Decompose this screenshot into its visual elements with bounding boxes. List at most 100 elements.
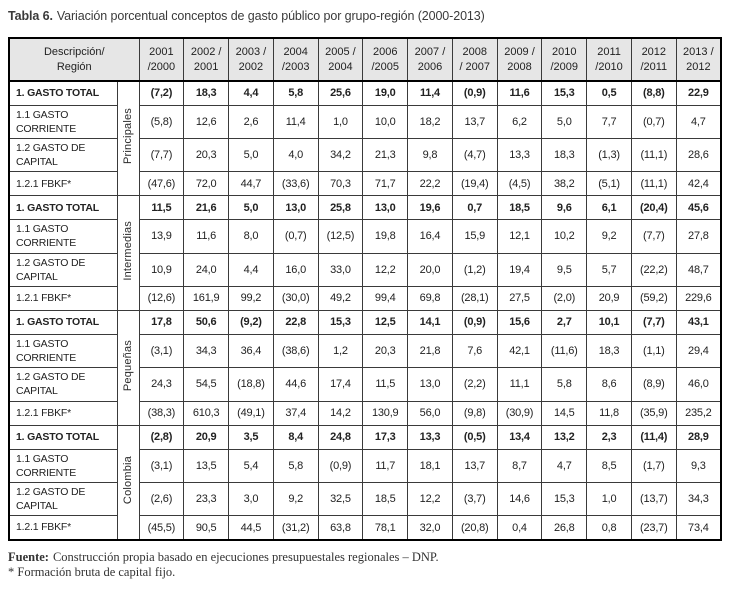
value-cell: 45,6 — [675, 195, 722, 221]
value-cell: 13,0 — [272, 195, 319, 221]
value-cell: 20,0 — [407, 252, 453, 287]
value-cell: (9,8) — [451, 400, 498, 426]
row-label: 1.1 GASTO CORRIENTE — [8, 219, 118, 254]
table-row: 1.2.1 FBKF* (45,5) 90,5 44,5 (31,2) 63,8 78,1 3… — [8, 515, 722, 541]
value-cell: (7,7) — [630, 219, 677, 254]
value-cell: 18,1 — [407, 448, 453, 483]
value-cell: 11,6 — [183, 219, 230, 254]
value-cell: 13,0 — [407, 367, 453, 402]
row-label: 1.2.1 FBKF* — [8, 400, 118, 426]
value-cell: 21,8 — [407, 333, 453, 369]
region-label: Colombia — [122, 455, 134, 504]
value-cell: 78,1 — [362, 515, 409, 541]
value-cell: 17,8 — [138, 309, 185, 335]
value-cell: 19,4 — [496, 252, 543, 287]
value-cell: 7,7 — [586, 104, 632, 139]
value-cell: 14,2 — [317, 400, 364, 426]
row-label: 1.2.1 FBKF* — [8, 285, 118, 311]
value-cell: (0,7) — [630, 104, 677, 139]
value-cell: 9,5 — [541, 252, 588, 287]
value-cell: 10,0 — [362, 104, 409, 139]
region-cell: Colombia — [116, 424, 140, 541]
source-text: Construcción propia basado en ejecucione… — [52, 549, 439, 564]
value-cell: 0,5 — [586, 80, 632, 106]
value-cell: (20,8) — [451, 515, 498, 541]
value-cell: 32,5 — [317, 481, 364, 517]
value-cell: 99,2 — [228, 285, 274, 311]
value-cell: 3,0 — [228, 481, 274, 517]
value-cell: 229,6 — [675, 285, 722, 311]
value-cell: 19,0 — [362, 80, 409, 106]
value-cell: 44,7 — [228, 171, 274, 197]
value-cell: 34,3 — [183, 333, 230, 369]
value-cell: 7,6 — [451, 333, 498, 369]
value-cell: (30,9) — [496, 400, 543, 426]
value-cell: 26,8 — [541, 515, 588, 541]
value-cell: 1,0 — [317, 104, 364, 139]
value-cell: (1,3) — [586, 137, 632, 173]
value-cell: 10,2 — [541, 219, 588, 254]
value-cell: 12,5 — [362, 309, 409, 335]
row-label: 1.1 GASTO CORRIENTE — [8, 104, 118, 139]
value-cell: 32,0 — [407, 515, 453, 541]
year-header: 2011 /2010 — [586, 37, 632, 82]
table-row: 1.2.1 FBKF* (47,6) 72,0 44,7 (33,6) 70,3 71,7 2… — [8, 171, 722, 197]
value-cell: (59,2) — [630, 285, 677, 311]
table-row: 1.1 GASTO CORRIENTE (5,8) 12,6 2,6 11,4 1,0 10… — [8, 104, 722, 139]
row-label: 1.2 GASTO DE CAPITAL — [8, 367, 118, 402]
value-cell: (8,8) — [630, 80, 677, 106]
value-cell: 28,9 — [675, 424, 722, 450]
year-header: 2006 /2005 — [362, 37, 409, 82]
table-row: 1.2 GASTO DE CAPITAL (7,7) 20,3 5,0 4,0 34,2 2… — [8, 137, 722, 173]
value-cell: 13,3 — [407, 424, 453, 450]
value-cell: 8,7 — [496, 448, 543, 483]
value-cell: 11,5 — [362, 367, 409, 402]
value-cell: 8,5 — [586, 448, 632, 483]
value-cell: 4,7 — [541, 448, 588, 483]
value-cell: 610,3 — [183, 400, 230, 426]
value-cell: 46,0 — [675, 367, 722, 402]
value-cell: (11,6) — [541, 333, 588, 369]
row-label: 1. GASTO TOTAL — [8, 309, 118, 335]
value-cell: 20,9 — [586, 285, 632, 311]
value-cell: (31,2) — [272, 515, 319, 541]
value-cell: 25,8 — [317, 195, 364, 221]
value-cell: (13,7) — [630, 481, 677, 517]
region-label: Principales — [122, 108, 134, 165]
value-cell: 8,0 — [228, 219, 274, 254]
value-cell: 44,6 — [272, 367, 319, 402]
row-label: 1. GASTO TOTAL — [8, 80, 118, 106]
value-cell: (11,1) — [630, 137, 677, 173]
value-cell: 13,0 — [362, 195, 409, 221]
value-cell: 56,0 — [407, 400, 453, 426]
year-header: 2007 / 2006 — [407, 37, 453, 82]
table-row: 1.1 GASTO CORRIENTE (3,1) 34,3 36,4 (38,6) 1,… — [8, 333, 722, 369]
value-cell: 11,7 — [362, 448, 409, 483]
value-cell: (7,7) — [630, 309, 677, 335]
value-cell: 38,2 — [541, 171, 588, 197]
value-cell: 25,6 — [317, 80, 364, 106]
value-cell: 54,5 — [183, 367, 230, 402]
value-cell: 21,6 — [183, 195, 230, 221]
value-cell: (28,1) — [451, 285, 498, 311]
value-cell: 9,3 — [675, 448, 722, 483]
year-header: 2005 / 2004 — [317, 37, 364, 82]
value-cell: 34,3 — [675, 481, 722, 517]
value-cell: 20,9 — [183, 424, 230, 450]
row-label: 1.1 GASTO CORRIENTE — [8, 333, 118, 369]
value-cell: (4,7) — [451, 137, 498, 173]
value-cell: 130,9 — [362, 400, 409, 426]
value-cell: 73,4 — [675, 515, 722, 541]
value-cell: 69,8 — [407, 285, 453, 311]
year-header: 2010 /2009 — [541, 37, 588, 82]
value-cell: (33,6) — [272, 171, 319, 197]
value-cell: 8,4 — [272, 424, 319, 450]
value-cell: 6,1 — [586, 195, 632, 221]
value-cell: (38,3) — [138, 400, 185, 426]
header-row: Descripción/ Región 2001 /2000 2002 / 200… — [8, 37, 722, 82]
table-footer: Fuente: Construcción propia basado en eje… — [8, 550, 720, 581]
value-cell: 22,8 — [272, 309, 319, 335]
value-cell: 5,0 — [541, 104, 588, 139]
row-label: 1. GASTO TOTAL — [8, 195, 118, 221]
